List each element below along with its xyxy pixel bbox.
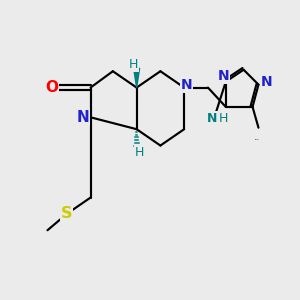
Text: N: N bbox=[181, 78, 192, 92]
Text: H: H bbox=[129, 58, 138, 71]
Text: N: N bbox=[261, 75, 273, 88]
Text: O: O bbox=[45, 80, 58, 95]
Text: S: S bbox=[61, 206, 73, 221]
Text: N: N bbox=[218, 69, 229, 83]
Text: H: H bbox=[219, 112, 228, 125]
Polygon shape bbox=[134, 68, 140, 88]
Text: methyl: methyl bbox=[255, 138, 260, 140]
Text: N: N bbox=[76, 110, 89, 125]
Text: H: H bbox=[135, 146, 144, 159]
Text: N: N bbox=[207, 112, 217, 125]
